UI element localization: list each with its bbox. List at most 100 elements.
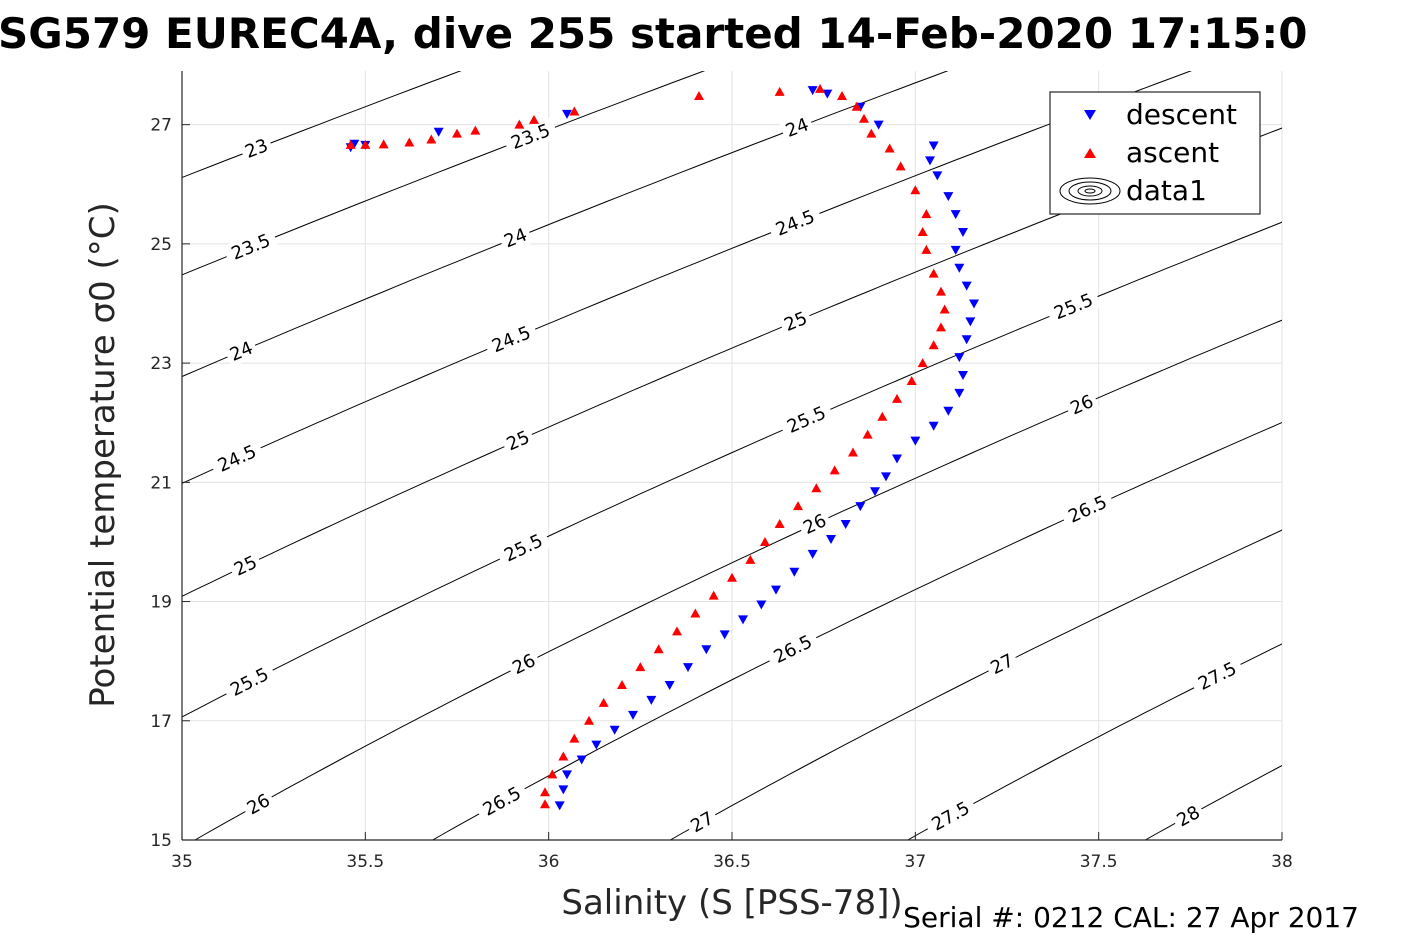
y-tick-label: 25 [150, 235, 172, 255]
ascent-point [928, 340, 939, 350]
ascent-point [635, 662, 646, 672]
chart-title: SG579 EUREC4A, dive 255 started 14-Feb-2… [0, 9, 1307, 58]
x-tick-label: 36.5 [713, 852, 751, 872]
descent-point [646, 695, 657, 705]
ascent-point [848, 447, 858, 457]
legend: descent ascent data1 [1049, 91, 1261, 215]
ascent-point [910, 185, 921, 195]
descent-point [807, 86, 818, 96]
contour-label-text: 26.5 [1065, 492, 1110, 528]
ascent-point [793, 501, 803, 511]
legend-data1-label: data1 [1126, 174, 1207, 207]
contour-label: 27 [1296, 499, 1332, 531]
ascent-point [866, 128, 877, 138]
y-tick-label: 15 [150, 831, 172, 851]
ascent-point [877, 411, 888, 421]
ascent-point [921, 209, 932, 219]
legend-ascent-marker [1084, 148, 1096, 158]
contour-label: 25.5 [495, 526, 552, 569]
descent-point [558, 785, 569, 795]
descent-point [958, 371, 968, 381]
descent-point [870, 487, 880, 497]
ascent-point [584, 715, 594, 725]
contour-label: 25 [499, 424, 537, 457]
descent-point [969, 299, 979, 309]
contour-label-text: 27 [1300, 501, 1330, 530]
descent-point [910, 436, 921, 446]
legend-descent-marker [1084, 110, 1096, 120]
ascent-point [837, 91, 847, 101]
contour-label: 24.5 [208, 437, 266, 480]
ascent-point [360, 139, 371, 149]
descent-point [954, 353, 965, 363]
ascent-point [892, 393, 902, 403]
descent-point [554, 801, 565, 811]
contour-label: 23.5 [222, 226, 280, 267]
descent-point [664, 681, 675, 691]
descent-point [855, 502, 866, 512]
contour-label: 26.5 [1059, 488, 1116, 530]
contour-label: 24.5 [482, 319, 540, 360]
contour-label-text: 25.5 [501, 530, 546, 566]
contour-label-text: 24.5 [215, 441, 260, 477]
descent-point [873, 120, 884, 130]
contour-label: 26 [240, 787, 277, 822]
contour-label: 27.5 [922, 794, 979, 839]
ascent-point [452, 128, 462, 138]
ascent-point [895, 161, 906, 171]
ascent-point [617, 680, 627, 690]
contour-label: 25 [777, 305, 814, 338]
contour-label-text: 24.5 [489, 322, 534, 357]
descent-point [562, 770, 572, 780]
ascent-point [811, 483, 822, 493]
contour-label: 25.5 [778, 399, 835, 441]
ascent-point [829, 465, 840, 475]
descent-point [562, 109, 572, 119]
descent-point [701, 645, 712, 655]
contour-label-text: 25.5 [1051, 290, 1096, 325]
descent-point [807, 549, 818, 559]
y-tick-label: 27 [150, 116, 172, 136]
contour-label: 26.5 [764, 627, 822, 671]
ascent-point [558, 751, 569, 761]
y-tick-label: 21 [150, 473, 172, 493]
ascent-point [760, 536, 770, 546]
ascent-point [936, 286, 946, 296]
ascent-point [540, 799, 550, 809]
ascent-point [694, 91, 704, 101]
descent-point [738, 615, 748, 625]
descent-point [961, 335, 972, 345]
ascent-point [653, 644, 664, 654]
descent-point [789, 567, 800, 577]
contour-label-text: 24.5 [773, 206, 818, 240]
descent-point [961, 281, 972, 291]
descent-point [950, 245, 961, 255]
ascent-point [815, 83, 825, 93]
descent-point [576, 755, 587, 765]
descent-point [925, 156, 935, 166]
contour-label-text: 25.5 [784, 403, 829, 438]
serial-cal-footer: Serial #: 0212 CAL: 27 Apr 2017 [903, 901, 1359, 934]
legend-descent-label: descent [1126, 98, 1237, 131]
y-tick-label: 17 [150, 712, 172, 732]
descent-point [719, 630, 730, 640]
ascent-point [774, 86, 785, 96]
descent-point [932, 171, 943, 181]
ascent-point [569, 733, 580, 743]
contour-label: 25.5 [1045, 286, 1102, 327]
x-tick-label: 37.5 [1080, 852, 1118, 872]
ascent-point [917, 358, 928, 368]
ascent-point [426, 134, 437, 144]
legend-contour-icon [1059, 177, 1121, 205]
x-axis-label: Salinity (S [PSS-78]) [561, 883, 902, 923]
descent-point [954, 388, 965, 398]
descent-point [943, 406, 954, 416]
ascent-point [514, 119, 525, 129]
descent-point [628, 710, 638, 720]
descent-point [950, 210, 961, 220]
y-tick-label: 23 [150, 354, 172, 374]
legend-box [1049, 91, 1261, 215]
density-contour-line [906, 643, 1282, 840]
contour-label: 26 [1063, 388, 1101, 421]
x-tick-label: 38 [1271, 852, 1293, 872]
